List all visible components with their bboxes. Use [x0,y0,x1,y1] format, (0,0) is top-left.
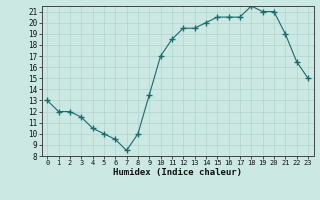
X-axis label: Humidex (Indice chaleur): Humidex (Indice chaleur) [113,168,242,177]
